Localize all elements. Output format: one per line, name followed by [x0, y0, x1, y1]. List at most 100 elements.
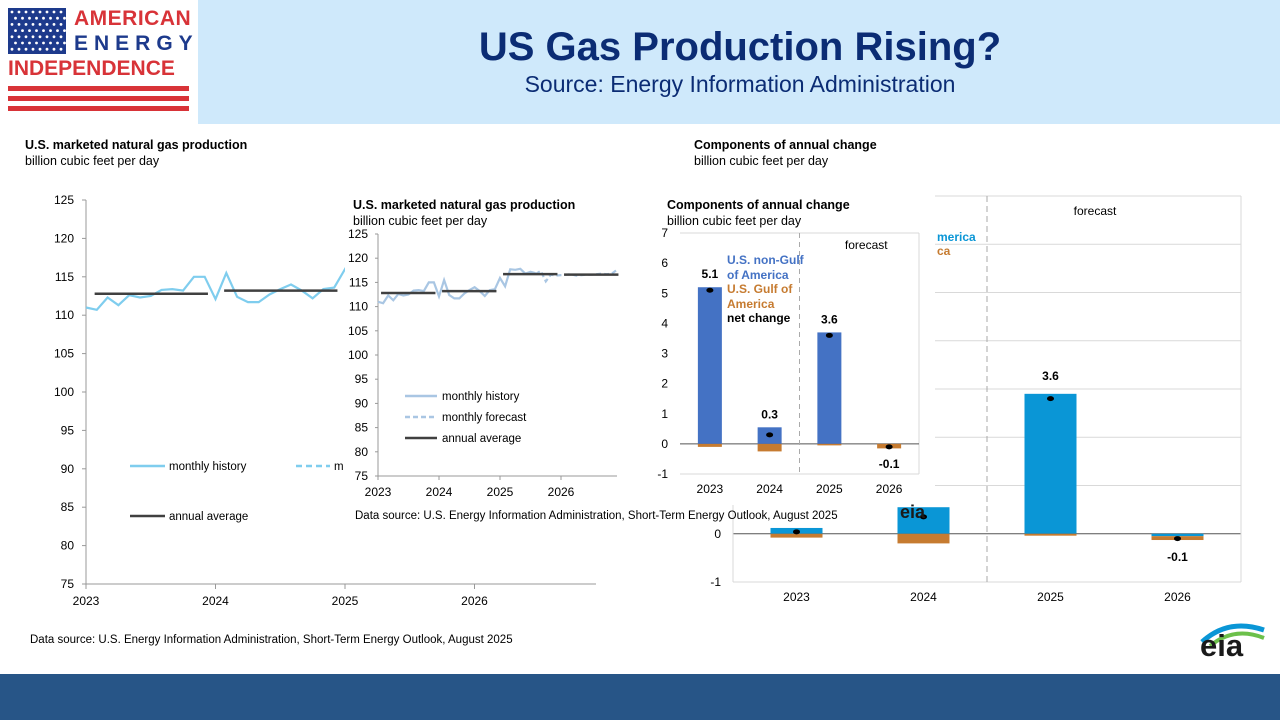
flag-star: [10, 23, 14, 26]
gulf-bar: [697, 443, 722, 447]
flag-star: [21, 29, 24, 32]
x-tick-label: 2025: [816, 482, 843, 496]
flag-star: [38, 10, 42, 14]
y-tick-label: 100: [54, 385, 74, 399]
bar-chart-unit: billion cubic feet per day: [694, 154, 829, 168]
x-tick-label: 2023: [73, 594, 100, 608]
net-change-marker: [920, 514, 927, 520]
data-label: 3.6: [1042, 369, 1059, 383]
inset-bar-chart-unit: billion cubic feet per day: [667, 214, 802, 228]
logo-stripe: [8, 106, 189, 111]
y-tick-label: -1: [657, 467, 668, 481]
x-tick-label: 2024: [202, 594, 229, 608]
flag-star: [31, 23, 35, 26]
y-tick-label: 110: [55, 308, 74, 322]
flag-star: [35, 41, 38, 45]
flag-star: [63, 16, 66, 20]
flag-star: [14, 16, 17, 20]
flag-star: [45, 10, 49, 14]
legend-gulf-label-line1: U.S. Gulf of: [727, 282, 793, 296]
flag-star: [35, 16, 38, 20]
flag-star: [56, 41, 59, 45]
eia-logo-text: eia: [1200, 628, 1244, 663]
non-gulf-bar: [897, 507, 950, 534]
net-change-marker: [1047, 396, 1054, 402]
flag-star: [42, 16, 45, 20]
flag-star: [28, 41, 31, 45]
flag-star: [24, 47, 28, 51]
flag-star: [24, 35, 28, 39]
flag-star: [52, 10, 56, 14]
data-label: 5.1: [702, 267, 719, 281]
y-tick-label: 75: [355, 469, 369, 483]
logo-line1: AMERICAN: [74, 7, 192, 30]
logo-stripe: [8, 96, 189, 101]
flag-star: [31, 47, 35, 51]
gulf-bar: [757, 443, 782, 452]
inset-bar-chart-title: Components of annual change: [667, 198, 850, 212]
data-label: 3.6: [821, 312, 838, 326]
net-change-marker: [1174, 536, 1181, 542]
x-tick-label: 2025: [487, 485, 514, 499]
inset-line-chart-panel: [345, 193, 615, 523]
line-chart-unit: billion cubic feet per day: [25, 154, 160, 168]
flag-star: [52, 47, 56, 51]
flag-star: [49, 16, 52, 20]
data-label: -0.1: [1167, 550, 1188, 564]
line-chart-source: Data source: U.S. Energy Information Adm…: [30, 634, 513, 646]
x-tick-label: 2023: [783, 590, 810, 604]
y-tick-label: 105: [54, 347, 74, 361]
legend-monthly-history-label: monthly history: [169, 461, 247, 473]
x-tick-label: 2024: [426, 485, 453, 499]
x-tick-label: 2026: [461, 594, 488, 608]
us-flag-icon: [8, 8, 66, 54]
bar-chart-title: Components of annual change: [694, 138, 877, 152]
y-tick-label: 120: [54, 231, 74, 245]
y-tick-label: 85: [61, 500, 75, 514]
y-tick-label: 85: [355, 421, 369, 435]
x-tick-label: 2024: [910, 590, 937, 604]
flag-star: [24, 10, 28, 14]
legend-fragment-non-gulf: merica: [937, 230, 976, 244]
y-tick-label: 90: [355, 396, 369, 410]
y-tick-label: 2: [661, 377, 668, 391]
flag-star: [31, 35, 35, 39]
gulf-bar: [1024, 533, 1077, 536]
logo-stripe: [8, 86, 189, 91]
y-tick-label: 125: [54, 193, 74, 207]
data-label: 0.3: [761, 407, 778, 421]
flag-star: [63, 41, 66, 45]
x-tick-label: 2023: [697, 482, 724, 496]
y-tick-label: 95: [355, 372, 369, 386]
net-change-marker: [885, 444, 893, 450]
y-tick-label: 3: [661, 347, 668, 361]
flag-star: [42, 29, 45, 32]
page-subtitle: Source: Energy Information Administratio…: [524, 71, 956, 97]
non-gulf-bar: [817, 332, 842, 444]
flag-star: [59, 47, 63, 51]
legend-fragment-gulf: ca: [937, 244, 951, 258]
flag-star: [56, 29, 59, 32]
y-tick-label: 115: [55, 270, 74, 284]
flag-star: [59, 23, 63, 26]
flag-star: [14, 29, 17, 32]
line-chart-title: U.S. marketed natural gas production: [25, 138, 248, 152]
x-tick-label: 2025: [332, 594, 359, 608]
flag-star: [45, 23, 49, 26]
flag-star: [42, 41, 45, 45]
y-tick-label: 120: [348, 251, 368, 265]
x-tick-label: 2023: [365, 485, 392, 499]
legend-monthly-history-label: monthly history: [442, 391, 520, 403]
non-gulf-bar: [697, 287, 722, 444]
net-change-marker: [706, 287, 714, 293]
y-tick-label: 125: [348, 227, 368, 241]
page-title: US Gas Production Rising?: [478, 25, 1002, 69]
footer-bar: [0, 674, 1280, 720]
y-tick-label: 0: [661, 437, 668, 451]
flag-star: [52, 23, 56, 26]
flag-star: [31, 10, 35, 14]
y-tick-label: 4: [661, 316, 668, 330]
flag-star: [10, 47, 14, 51]
y-tick-label: 110: [349, 300, 368, 314]
flag-star: [56, 16, 59, 20]
